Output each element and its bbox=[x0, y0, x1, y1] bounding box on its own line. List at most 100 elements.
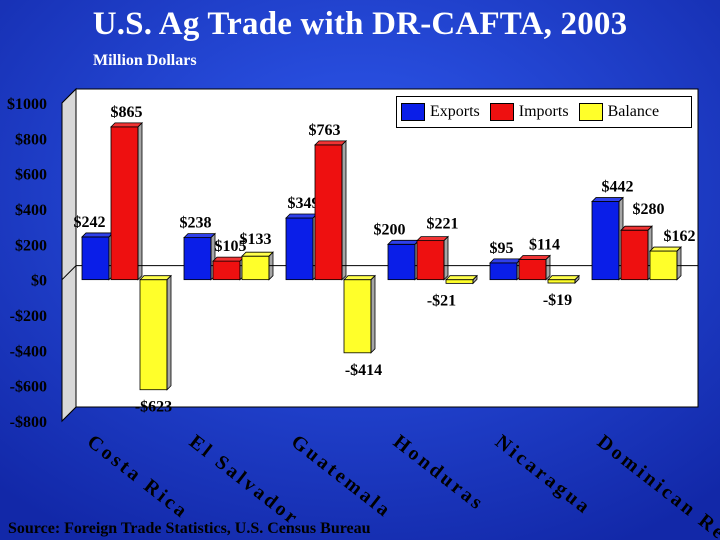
bar-front bbox=[649, 250, 678, 281]
bar-front bbox=[591, 201, 620, 281]
bar bbox=[649, 246, 682, 281]
bar-front bbox=[285, 217, 314, 281]
legend-item-imports: Imports bbox=[489, 103, 569, 121]
bar-front bbox=[489, 262, 518, 281]
bar-side bbox=[472, 274, 478, 285]
y-tick-label: -$600 bbox=[10, 379, 47, 396]
data-label: $162 bbox=[664, 228, 696, 245]
bar-front bbox=[139, 279, 168, 391]
bar-front bbox=[241, 255, 270, 281]
legend-label-balance: Balance bbox=[607, 103, 660, 120]
legend-swatch-imports bbox=[489, 103, 514, 121]
bar bbox=[620, 225, 653, 281]
bar bbox=[518, 254, 551, 281]
bar-side bbox=[370, 274, 376, 354]
x-tick-label: Honduras bbox=[389, 431, 489, 516]
bar-front bbox=[314, 144, 343, 281]
source-note: Source: Foreign Trade Statistics, U.S. C… bbox=[8, 520, 371, 537]
bar-side bbox=[268, 251, 274, 281]
data-label: $763 bbox=[309, 122, 341, 139]
bar-side bbox=[574, 274, 580, 284]
data-label: $200 bbox=[374, 221, 406, 238]
bar-front bbox=[620, 229, 649, 281]
bar-top bbox=[110, 122, 143, 128]
bar-top bbox=[183, 233, 216, 239]
bar-side bbox=[443, 235, 449, 281]
y-tick-label: $800 bbox=[15, 131, 47, 148]
bar-front bbox=[343, 279, 372, 354]
data-label: $133 bbox=[240, 231, 272, 248]
bar-side bbox=[676, 246, 682, 281]
data-label: -$21 bbox=[427, 292, 456, 309]
bar-front bbox=[445, 279, 474, 284]
y-tick-label: $0 bbox=[31, 273, 47, 290]
data-label: $105 bbox=[215, 238, 247, 255]
bar-top bbox=[387, 239, 420, 245]
y-tick-label: $600 bbox=[15, 167, 47, 184]
bar-front bbox=[387, 243, 416, 281]
y-tick-label: $1000 bbox=[7, 96, 47, 113]
bar-top bbox=[212, 256, 245, 262]
legend-swatch-balance bbox=[578, 103, 603, 121]
bar bbox=[110, 121, 143, 281]
legend-item-balance: Balance bbox=[578, 103, 660, 121]
bar-side bbox=[137, 121, 143, 281]
data-label: -$623 bbox=[135, 399, 172, 416]
bar-top bbox=[547, 275, 580, 281]
data-label: $349 bbox=[288, 195, 320, 212]
x-tick-label: Nicaragua bbox=[491, 431, 596, 520]
data-label: $221 bbox=[427, 216, 459, 233]
bar bbox=[183, 232, 216, 281]
data-label: $865 bbox=[111, 104, 143, 121]
bar-top bbox=[489, 258, 522, 264]
bar-top bbox=[649, 246, 682, 252]
data-label: $242 bbox=[74, 214, 106, 231]
bar-top bbox=[81, 232, 114, 238]
legend-label-exports: Exports bbox=[430, 103, 480, 120]
bar-top bbox=[445, 275, 478, 281]
bar bbox=[343, 274, 376, 354]
y-tick-label: -$800 bbox=[10, 414, 47, 431]
bar-side bbox=[545, 254, 551, 281]
bar bbox=[285, 213, 318, 281]
bar bbox=[489, 257, 522, 281]
bar bbox=[139, 274, 172, 391]
bar bbox=[81, 231, 114, 281]
bar-top bbox=[139, 275, 172, 281]
bar-top bbox=[620, 225, 653, 231]
data-label: -$414 bbox=[345, 362, 382, 379]
bar-top bbox=[416, 236, 449, 242]
bar bbox=[241, 251, 274, 281]
bar bbox=[212, 256, 245, 281]
x-tick-label: Costa Rica bbox=[83, 431, 193, 524]
bar-front bbox=[547, 279, 576, 284]
bar-front bbox=[183, 237, 212, 281]
y-tick-label: $400 bbox=[15, 202, 47, 219]
bar-front bbox=[110, 126, 139, 281]
bar-front bbox=[212, 260, 241, 281]
bar bbox=[387, 239, 420, 281]
y-tick-label: -$200 bbox=[10, 308, 47, 325]
x-tick-label: El Salvador bbox=[185, 431, 304, 531]
data-label: $95 bbox=[490, 240, 514, 257]
chart-legend: Exports Imports Balance bbox=[396, 96, 692, 128]
bar bbox=[591, 196, 624, 281]
data-label: $280 bbox=[633, 201, 665, 218]
bar-top bbox=[518, 255, 551, 260]
x-tick-label: Dominican Rep bbox=[593, 431, 720, 540]
y-tick-label: -$400 bbox=[10, 343, 47, 360]
bar-top bbox=[285, 213, 318, 219]
bar-front bbox=[518, 259, 547, 281]
x-tick-label: Guatemala bbox=[287, 431, 396, 523]
bar-side bbox=[341, 139, 347, 281]
chart-subtitle: Million Dollars bbox=[93, 52, 197, 69]
data-label: $442 bbox=[602, 179, 634, 196]
legend-swatch-exports bbox=[401, 103, 425, 121]
y-tick-label: $200 bbox=[15, 237, 47, 254]
bar bbox=[416, 235, 449, 281]
bar-top bbox=[591, 197, 624, 202]
bar bbox=[547, 274, 580, 284]
slide-title: U.S. Ag Trade with DR-CAFTA, 2003 bbox=[92, 6, 628, 42]
bar bbox=[445, 274, 478, 285]
